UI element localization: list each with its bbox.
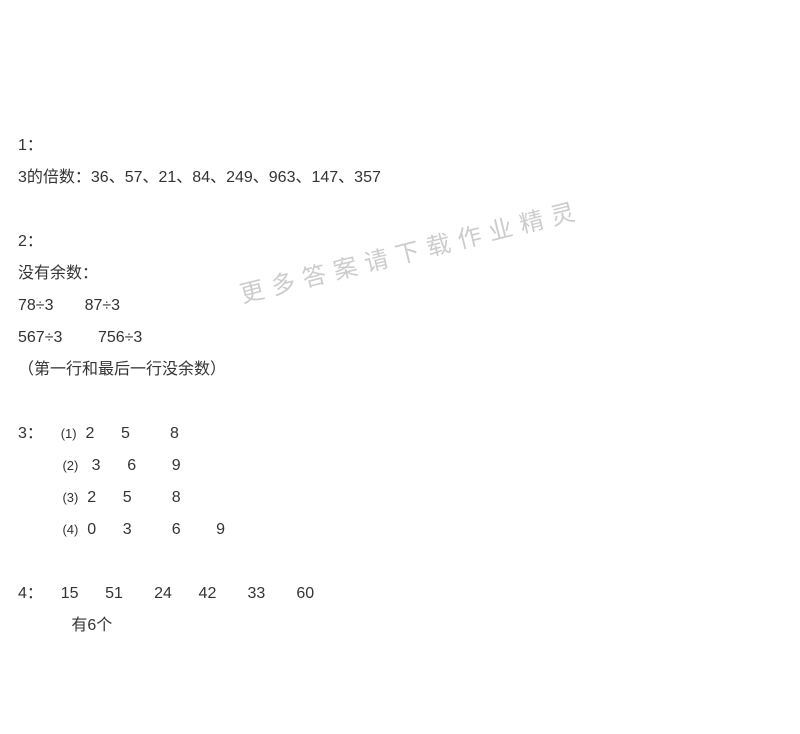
q3-item-3: (3) 2 5 8 bbox=[18, 482, 381, 514]
q3-vals-2: 3 6 9 bbox=[78, 457, 180, 474]
q3-item-4: (4) 0 3 6 9 bbox=[18, 514, 381, 546]
q3-vals-4: 0 3 6 9 bbox=[78, 521, 225, 538]
q3-num-1: (1) bbox=[61, 426, 77, 441]
q3-vals-3: 2 5 8 bbox=[78, 489, 180, 506]
q3-header: 3： bbox=[18, 425, 61, 442]
document-body: 1： 3的倍数：36、57、21、84、249、963、147、357 2： 没… bbox=[18, 130, 381, 642]
q4-line: 4： 15 51 24 42 33 60 bbox=[18, 578, 381, 610]
q4-note: 有6个 bbox=[18, 610, 381, 642]
q3-num-2: (2) bbox=[62, 458, 78, 473]
q3-num-3: (3) bbox=[62, 490, 78, 505]
q2-header: 2： bbox=[18, 226, 381, 258]
q3-item-1: 3： (1) 2 5 8 bbox=[18, 418, 381, 450]
q1-line: 3的倍数：36、57、21、84、249、963、147、357 bbox=[18, 162, 381, 194]
q2-sub: 没有余数： bbox=[18, 258, 381, 290]
q2-row2: 567÷3 756÷3 bbox=[18, 322, 381, 354]
q4-header: 4： bbox=[18, 585, 43, 602]
q4-values: 15 51 24 42 33 60 bbox=[43, 585, 314, 602]
q1-header: 1： bbox=[18, 130, 381, 162]
q2-note: （第一行和最后一行没余数） bbox=[18, 354, 381, 386]
blank bbox=[18, 194, 381, 226]
blank bbox=[18, 546, 381, 578]
q3-item-2: (2) 3 6 9 bbox=[18, 450, 381, 482]
q2-row1: 78÷3 87÷3 bbox=[18, 290, 381, 322]
q3-vals-1: 2 5 8 bbox=[77, 425, 179, 442]
blank bbox=[18, 386, 381, 418]
q3-num-4: (4) bbox=[62, 522, 78, 537]
